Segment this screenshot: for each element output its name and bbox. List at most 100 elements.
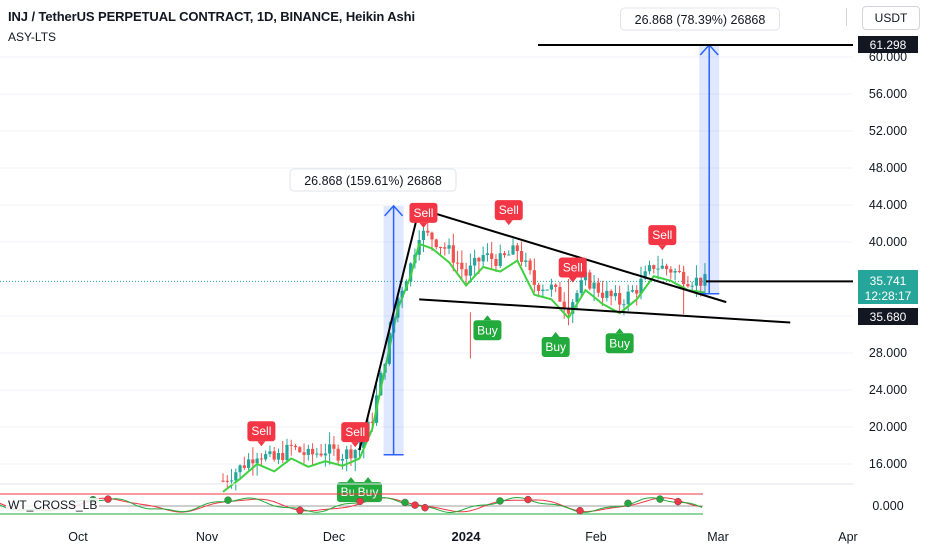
sell-signal-pointer (351, 442, 360, 448)
candle-body (571, 302, 575, 314)
grid (0, 56, 853, 465)
indicator-name: ASY-LTS (8, 30, 57, 44)
candle-body (323, 453, 327, 456)
candle-body (549, 284, 554, 290)
candle-body (613, 292, 617, 297)
buy-signal-label: Buy (545, 340, 566, 354)
candle-body (592, 282, 596, 289)
measure-1-label-box (289, 168, 457, 192)
candle-body (519, 251, 524, 262)
candle-body (652, 265, 656, 269)
candle-body (562, 301, 566, 308)
candle-body (477, 257, 481, 262)
candle-body (558, 286, 562, 302)
candle-body (502, 253, 507, 256)
candle-body (255, 458, 259, 464)
oscillator-cross-dot (576, 506, 584, 515)
candle-body (596, 282, 600, 293)
candle-body (673, 271, 677, 273)
candle-body (259, 458, 263, 460)
oscillator-cross-dot (224, 496, 232, 504)
candle-body (430, 232, 434, 240)
candle-body (605, 290, 609, 298)
wedge-upper-line (418, 207, 727, 304)
candle-body (340, 458, 345, 461)
sell-signal-label: Sell (251, 424, 271, 438)
candle-body (532, 270, 536, 285)
candle-body (400, 290, 404, 298)
candle-body (328, 444, 332, 454)
candle-body (285, 444, 289, 461)
oscillator-wave-line (0, 496, 703, 514)
candle-body (686, 284, 690, 287)
candle-body (635, 290, 639, 294)
candle-body (460, 262, 464, 270)
oscillator-cross-dot (674, 497, 682, 506)
candle-body (298, 447, 302, 453)
candle-body (669, 269, 673, 273)
sell-signal (558, 257, 587, 278)
sell-signal-pointer (568, 277, 577, 283)
candle-body (694, 277, 699, 286)
candle-body (447, 245, 451, 249)
candles (221, 222, 707, 491)
price-tick-label: 44.000 (869, 198, 907, 212)
measure-2-label-box (620, 7, 780, 31)
candle-body (362, 437, 366, 448)
currency-button[interactable]: USDT (862, 6, 920, 30)
time-tick-label: Dec (323, 530, 345, 544)
candle-body (221, 480, 225, 482)
candle-body (699, 277, 703, 286)
candle-body (639, 278, 643, 294)
time-tick-label: Nov (196, 530, 219, 544)
oscillator-cross-dot (524, 495, 532, 504)
candle-body (306, 448, 310, 455)
candle-body (677, 271, 681, 273)
wedge-lower-line (419, 298, 791, 324)
candle-body (238, 465, 242, 473)
candle-body (234, 472, 238, 481)
sell-signal-pointer (419, 222, 428, 228)
measure-2-label: 26.868 (78.39%) 26868 (635, 13, 766, 27)
candle-body (541, 289, 545, 291)
candle-body (345, 449, 349, 459)
buy-signal-pointer (551, 331, 560, 337)
price-tick-label: 40.000 (869, 235, 907, 249)
candle-body (494, 259, 498, 266)
oscillator-zero-label: 0.000 (872, 499, 903, 513)
candle-body (660, 265, 664, 269)
candle-body (289, 444, 293, 446)
candle-body (554, 284, 558, 287)
buy-signal-pointer (346, 477, 355, 483)
wedge-lines (358, 43, 853, 451)
sell-signal-pointer (658, 245, 667, 251)
candle-body (703, 274, 707, 286)
moving-average-line (222, 242, 706, 493)
candle-body (630, 290, 635, 292)
candle-body (264, 454, 268, 460)
candle-body (656, 268, 660, 270)
buy-signal-pointer (615, 328, 624, 334)
candle-body (370, 421, 374, 423)
candle-body (336, 448, 340, 461)
candle-body (315, 453, 319, 455)
measure-1-arrowhead (384, 204, 404, 217)
oscillator-cross-dot (421, 503, 429, 512)
time-tick-label: Oct (68, 530, 88, 544)
candle-body (481, 255, 485, 262)
candle-body (302, 452, 306, 455)
candle-body (643, 271, 647, 279)
oscillator-label: WT_CROSS_LB (6, 498, 100, 512)
target-price-text: 61.298 (870, 38, 907, 52)
candle-body (468, 265, 472, 276)
price-tags: 61.298 35.741 12:28:17 35.680 (858, 36, 918, 325)
candle-body (349, 449, 353, 459)
oscillator-cross-dot (496, 497, 504, 505)
candle-body (511, 245, 515, 255)
time-tick-label: Feb (585, 530, 607, 544)
sell-signal (409, 202, 438, 223)
candle-body (426, 230, 430, 233)
price-tick-label: 48.000 (869, 161, 907, 175)
